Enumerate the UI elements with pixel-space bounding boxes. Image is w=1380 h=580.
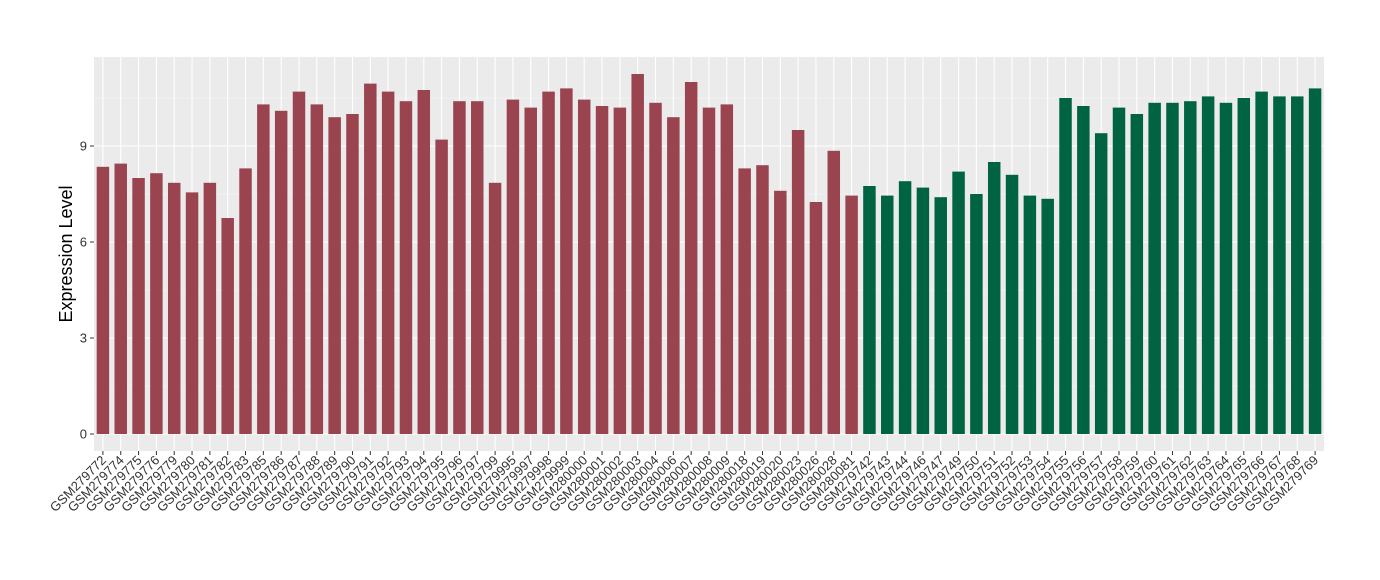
- bar-GSM279750: [970, 194, 983, 434]
- bar-GSM279794: [417, 90, 431, 434]
- bar-GSM279744: [898, 181, 912, 434]
- bar-GSM279787: [292, 91, 306, 434]
- bar-GSM280008: [702, 107, 716, 434]
- bar-GSM279765: [1237, 98, 1251, 434]
- bar-GSM279758: [1112, 107, 1126, 434]
- bar-GSM279752: [1005, 174, 1019, 435]
- bar-GSM279768: [1291, 96, 1304, 435]
- bar-GSM279755: [1059, 98, 1072, 434]
- x-axis: GSM279772GSM279774GSM279775GSM279776GSM2…: [47, 451, 1321, 515]
- bar-GSM280002: [613, 107, 627, 434]
- bar-GSM280003: [631, 74, 644, 434]
- bar-GSM280018: [738, 168, 751, 434]
- bar-GSM279749: [952, 171, 965, 434]
- bar-GSM279747: [934, 197, 947, 434]
- bar-GSM279793: [399, 101, 413, 434]
- bar-GSM279764: [1219, 102, 1233, 435]
- bar-GSM279767: [1273, 96, 1286, 435]
- bar-GSM279779: [167, 182, 181, 434]
- bar-GSM279776: [150, 173, 163, 434]
- bar-GSM279995: [506, 99, 520, 434]
- y-tick-label: 3: [80, 331, 87, 346]
- bar-GSM280028: [827, 150, 841, 435]
- bar-GSM279772: [96, 166, 110, 435]
- bar-GSM279999: [560, 88, 573, 435]
- y-tick-label: 0: [80, 427, 87, 442]
- bar-GSM279788: [310, 104, 324, 435]
- bar-GSM280000: [577, 99, 591, 434]
- y-axis: 0 3 6 9: [80, 139, 94, 442]
- bar-GSM279786: [274, 110, 288, 435]
- bar-GSM280019: [756, 165, 769, 434]
- bar-GSM279789: [328, 117, 341, 434]
- y-tick-label: 6: [80, 235, 87, 250]
- bar-GSM279796: [453, 101, 466, 434]
- bar-GSM279756: [1077, 106, 1090, 434]
- bars: [96, 74, 1322, 435]
- bar-GSM279785: [257, 104, 270, 435]
- bar-GSM279757: [1094, 133, 1108, 434]
- y-tick-label: 9: [80, 139, 87, 154]
- bar-GSM279797: [471, 101, 484, 434]
- bar-GSM279761: [1166, 102, 1179, 435]
- bar-GSM280009: [720, 104, 734, 435]
- bar-GSM279781: [203, 182, 217, 434]
- bar-GSM280020: [774, 190, 787, 434]
- bar-GSM279754: [1041, 198, 1054, 434]
- bar-GSM279774: [114, 163, 127, 434]
- bar-GSM279760: [1148, 102, 1161, 435]
- bar-GSM279742: [863, 186, 876, 434]
- bar-GSM279799: [488, 182, 502, 434]
- bar-GSM279762: [1184, 101, 1197, 434]
- bar-GSM279795: [435, 139, 448, 434]
- bar-GSM279997: [524, 107, 537, 434]
- bar-GSM279783: [239, 168, 252, 434]
- bar-GSM279746: [916, 187, 930, 434]
- bar-GSM279780: [185, 192, 199, 434]
- bar-GSM280004: [649, 102, 662, 435]
- bar-GSM279782: [221, 218, 234, 434]
- bar-GSM279763: [1201, 96, 1215, 435]
- bar-GSM279766: [1255, 91, 1268, 434]
- bar-GSM279753: [1023, 195, 1037, 434]
- bar-GSM279743: [881, 195, 894, 434]
- bar-GSM280081: [845, 195, 858, 434]
- bar-GSM279769: [1308, 88, 1322, 435]
- bar-GSM279759: [1130, 114, 1144, 434]
- bar-GSM279790: [346, 114, 359, 434]
- bar-GSM280001: [595, 106, 609, 434]
- bar-GSM280006: [667, 117, 680, 434]
- bar-GSM279775: [132, 178, 145, 434]
- bar-GSM280026: [809, 202, 823, 434]
- bar-GSM280007: [684, 82, 698, 434]
- bar-GSM279998: [542, 91, 555, 434]
- bar-GSM279792: [381, 91, 395, 434]
- y-axis-title: Expression Level: [56, 185, 76, 322]
- bar-GSM279791: [364, 83, 377, 434]
- bar-GSM280023: [791, 130, 805, 434]
- bar-GSM279751: [987, 162, 1001, 434]
